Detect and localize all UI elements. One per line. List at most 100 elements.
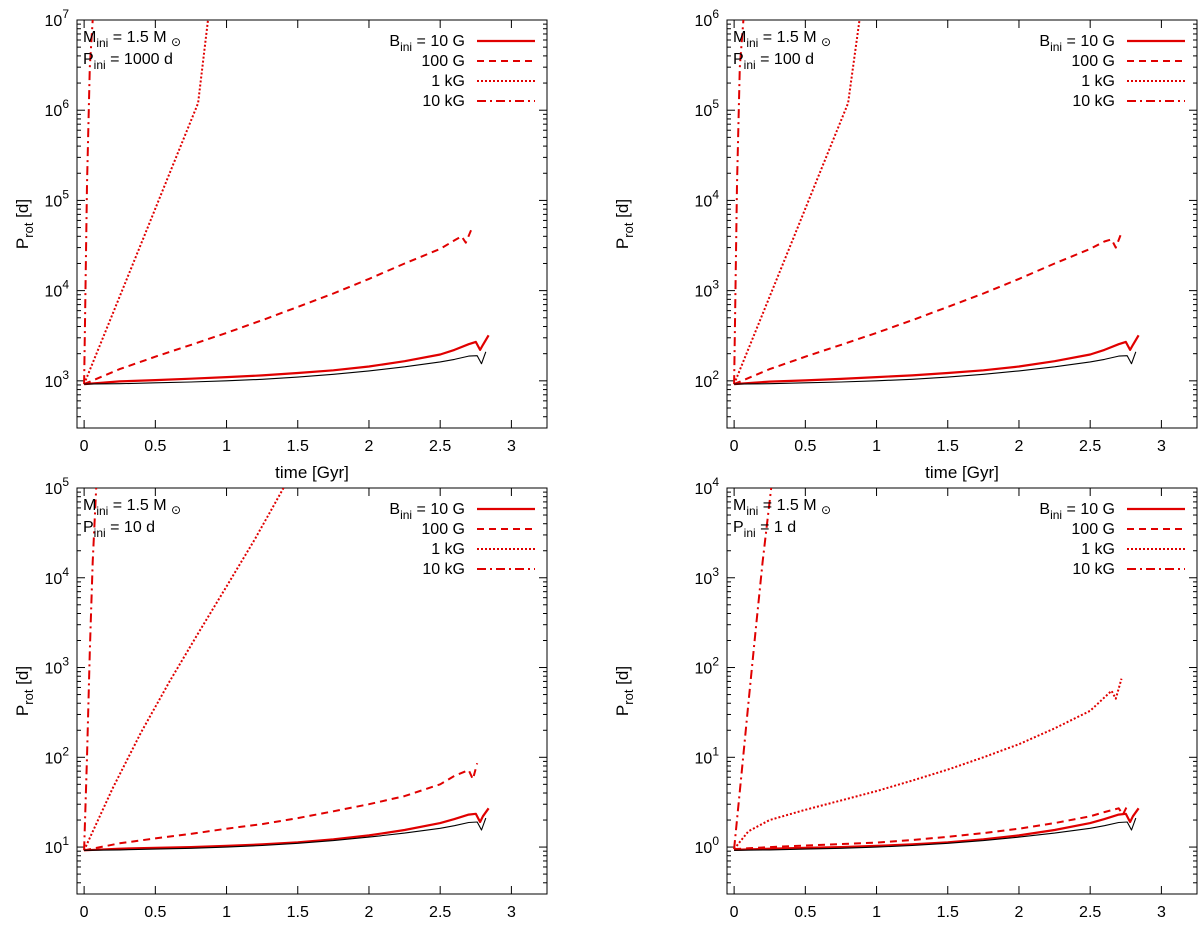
legend-label: 1 kG	[1081, 73, 1115, 90]
plot-frame	[726, 19, 1198, 429]
y-tick-label: 106	[45, 97, 70, 120]
y-tick-label: 101	[695, 744, 720, 767]
legend-label: 100 G	[421, 521, 465, 538]
mass-annotation: Mini = 1.5 M ⊙	[733, 497, 831, 518]
x-tick-label: 2.5	[429, 904, 451, 921]
legend-label: 1 kG	[1081, 541, 1115, 558]
series-line-solid	[734, 334, 1140, 386]
reference-line	[734, 817, 1137, 851]
y-tick-label: 103	[45, 368, 70, 391]
x-tick-label: 2	[365, 904, 374, 921]
x-tick-label: 2.5	[429, 438, 451, 455]
y-axis-label: Prot [d]	[613, 199, 636, 249]
panel-2: 0 0.5 1 1.5 2 2.5 3 102 103 104 105 106 time [Gyr] Pr…	[613, 7, 1198, 482]
x-tick-label: 2.5	[1079, 438, 1101, 455]
y-tick-label: 100	[695, 834, 720, 857]
plot-frame	[76, 19, 548, 429]
x-tick-label: 0.5	[794, 904, 816, 921]
y-axis-label: Prot [d]	[13, 666, 36, 716]
reference-line	[84, 817, 487, 851]
legend-label: 10 kG	[422, 93, 465, 110]
y-tick-label: 104	[695, 187, 720, 210]
x-tick-label: 3	[1157, 438, 1166, 455]
series-group	[83, 488, 490, 852]
x-tick-label: 1	[872, 438, 881, 455]
x-tick-label: 3	[1157, 904, 1166, 921]
y-tick-label: 102	[695, 655, 720, 678]
series-line-dotted	[733, 678, 1123, 850]
x-axis-label: time [Gyr]	[925, 463, 999, 482]
y-axis-label: Prot [d]	[613, 666, 636, 716]
panel-3: 0 0.5 1 1.5 2 2.5 3 101 102 103 104 105 time [Gyr] Pr…	[13, 475, 548, 932]
x-tick-label: 2.5	[1079, 904, 1101, 921]
series-line-dashed	[733, 232, 1123, 386]
series-line-dashdot	[83, 488, 98, 851]
x-tick-label: 0.5	[144, 904, 166, 921]
x-tick-label: 1.5	[937, 904, 959, 921]
y-tick-label: 104	[45, 565, 70, 588]
y-tick-label: 104	[45, 278, 70, 301]
y-tick-label: 105	[695, 97, 720, 120]
mass-annotation: Mini = 1.5 M ⊙	[83, 29, 181, 50]
legend-label: 1 kG	[431, 73, 465, 90]
y-tick-label: 101	[45, 834, 70, 857]
panel-4: 0 0.5 1 1.5 2 2.5 3 100 101 102 103 104 time [Gyr] Pr…	[613, 475, 1198, 932]
x-tick-label: 3	[507, 438, 516, 455]
series-line-solid	[734, 807, 1140, 851]
legend-label: 10 kG	[1072, 93, 1115, 110]
period-annotation: Pini = 1000 d	[83, 51, 173, 72]
reference-line	[84, 351, 487, 385]
legend-label: Bini = 10 G	[1039, 33, 1115, 54]
series-line-dotted	[83, 20, 209, 385]
series-group	[733, 20, 1140, 386]
x-axis-label: time [Gyr]	[275, 463, 349, 482]
y-tick-label: 103	[695, 278, 720, 301]
x-tick-label: 1	[222, 904, 231, 921]
x-tick-label: 0	[80, 438, 89, 455]
series-group	[733, 488, 1140, 851]
legend-label: 10 kG	[422, 561, 465, 578]
legend-label: 100 G	[1071, 521, 1115, 538]
series-line-dashdot	[733, 20, 745, 385]
period-annotation: Pini = 10 d	[83, 519, 155, 540]
x-tick-label: 3	[507, 904, 516, 921]
x-tick-label: 2	[1015, 438, 1024, 455]
series-line-dotted	[83, 488, 285, 851]
reference-line	[734, 351, 1137, 385]
x-axis-label: time [Gyr]	[275, 929, 349, 932]
x-tick-label: 2	[1015, 904, 1024, 921]
y-tick-label: 103	[695, 565, 720, 588]
x-tick-label: 1.5	[937, 438, 959, 455]
x-tick-label: 1.5	[287, 438, 309, 455]
legend-label: Bini = 10 G	[389, 501, 465, 522]
x-tick-label: 1	[222, 438, 231, 455]
x-tick-label: 1	[872, 904, 881, 921]
series-group	[83, 20, 490, 386]
y-tick-label: 105	[45, 475, 70, 498]
x-tick-label: 0	[80, 904, 89, 921]
x-tick-label: 2	[365, 438, 374, 455]
series-line-dashdot	[733, 488, 773, 850]
y-axis-label: Prot [d]	[13, 199, 36, 249]
legend-label: 100 G	[421, 53, 465, 70]
y-tick-label: 104	[695, 475, 720, 498]
y-tick-label: 102	[45, 744, 70, 767]
period-annotation: Pini = 100 d	[733, 51, 814, 72]
plot-frame	[76, 487, 548, 895]
x-axis-label: time [Gyr]	[925, 929, 999, 932]
y-tick-label: 107	[45, 7, 70, 30]
legend-label: Bini = 10 G	[1039, 501, 1115, 522]
legend-label: 100 G	[1071, 53, 1115, 70]
mass-annotation: Mini = 1.5 M ⊙	[733, 29, 831, 50]
series-line-dashed	[83, 762, 479, 852]
period-annotation: Pini = 1 d	[733, 519, 796, 540]
mass-annotation: Mini = 1.5 M ⊙	[83, 497, 181, 518]
series-line-solid	[84, 334, 490, 386]
x-tick-label: 0.5	[794, 438, 816, 455]
series-line-dashed	[83, 228, 473, 386]
